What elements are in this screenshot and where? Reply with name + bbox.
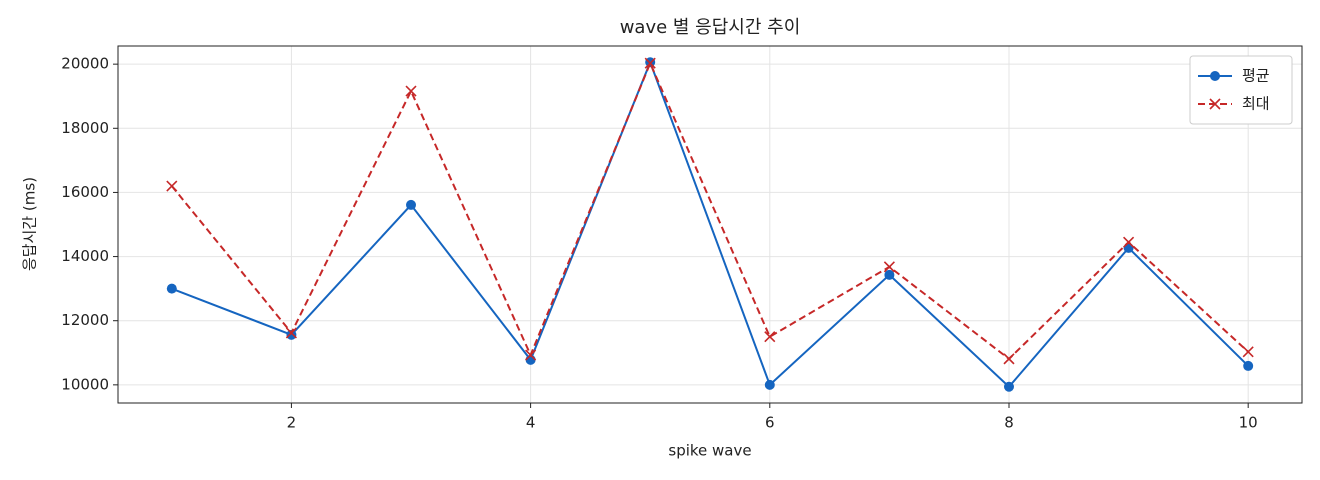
series-line bbox=[171, 60, 1249, 361]
x-tick-label: 2 bbox=[287, 414, 297, 432]
series-line bbox=[171, 59, 1249, 389]
y-tick-label: 12000 bbox=[61, 311, 109, 329]
point bbox=[166, 180, 178, 192]
x-tick-label: 6 bbox=[765, 414, 775, 432]
x-tick-label: 8 bbox=[1004, 414, 1014, 432]
x-tick-label: 10 bbox=[1239, 414, 1258, 432]
point bbox=[406, 199, 417, 210]
x-axis-label: spike wave bbox=[668, 442, 751, 460]
y-tick-label: 18000 bbox=[61, 119, 109, 137]
y-axis-label: 응답시간 (ms) bbox=[21, 177, 39, 271]
point bbox=[884, 269, 895, 280]
point bbox=[286, 329, 297, 340]
x-tick-label: 4 bbox=[526, 414, 536, 432]
legend-label: 최대 bbox=[1242, 95, 1270, 113]
y-tick-label: 14000 bbox=[61, 247, 109, 265]
y-tick-label: 10000 bbox=[61, 375, 109, 393]
point bbox=[1123, 236, 1135, 248]
point bbox=[166, 283, 177, 294]
y-tick-label: 16000 bbox=[61, 183, 109, 201]
point bbox=[1243, 360, 1254, 371]
legend-marker bbox=[1209, 98, 1221, 110]
point bbox=[764, 379, 775, 390]
point bbox=[525, 349, 537, 361]
point bbox=[1003, 381, 1014, 392]
point bbox=[405, 85, 417, 97]
point bbox=[883, 261, 895, 273]
plot-frame bbox=[117, 45, 1303, 404]
y-tick-label: 20000 bbox=[61, 55, 109, 73]
legend-label: 평균 bbox=[1242, 67, 1270, 85]
legend-box bbox=[1189, 55, 1293, 125]
point bbox=[764, 331, 776, 343]
chart-title: wave 별 응답시간 추이 bbox=[620, 17, 801, 38]
point bbox=[644, 57, 656, 69]
point bbox=[1003, 353, 1015, 365]
point bbox=[1242, 346, 1254, 358]
legend-marker bbox=[1210, 71, 1220, 81]
point bbox=[285, 327, 297, 339]
